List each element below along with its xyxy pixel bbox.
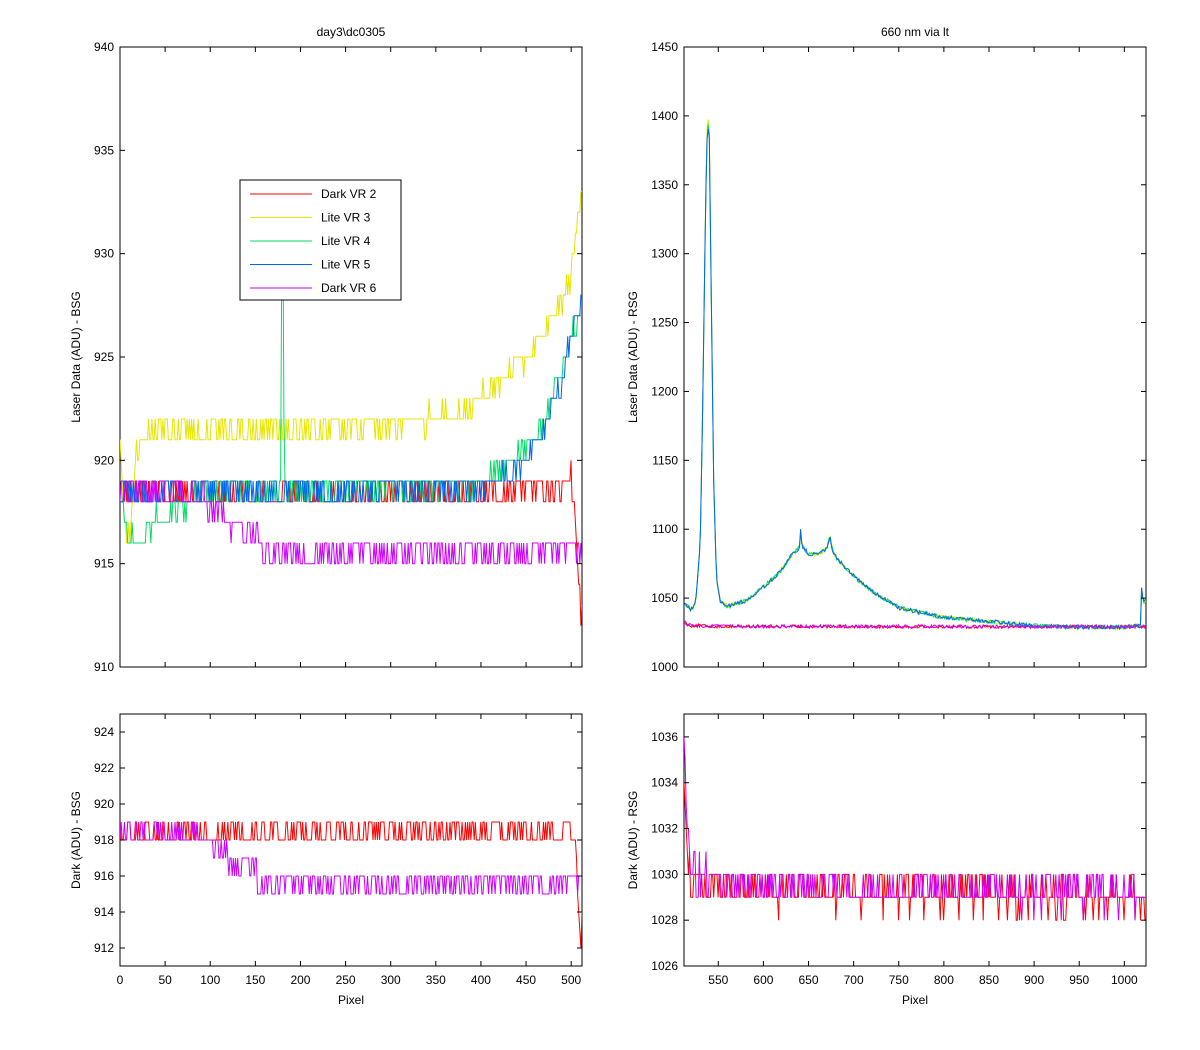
ticks-top-right: 1000 1050 1100 1150 1200 1250 1300 1350 1400 1450	[651, 40, 1146, 674]
y-tick-label-tr: 1100	[652, 522, 678, 536]
panel-top-right: 1000 1050 1100 1150 1200 1250 1300 1350 1400 1450…	[626, 25, 1147, 674]
y-tick-label-tl: 925	[94, 350, 114, 364]
series-line-dark-vr-6-br	[684, 736, 1146, 921]
x-tick-label-bl: 200	[290, 973, 310, 987]
series-group-top-right	[684, 119, 1146, 631]
y-tick-label-tl: 930	[94, 247, 114, 261]
y-axis-label-top-left: Laser Data (ADU) - BSG	[69, 291, 83, 422]
series-group-bottom-right	[684, 736, 1146, 921]
y-tick-label-bl: 916	[94, 869, 114, 883]
x-tick-label-br: 850	[979, 973, 999, 987]
x-tick-label-br: 1000	[1111, 973, 1138, 987]
y-tick-label-br: 1030	[651, 867, 678, 881]
y-tick-label-tl: 935	[94, 143, 114, 157]
panel-bottom-left: 912 914 916 918 920 922 924 0 50 100 150 200 250 300 3…	[69, 713, 583, 1007]
legend-label-lite-vr-5: Lite VR 5	[321, 258, 371, 272]
x-tick-label-bl: 450	[516, 973, 536, 987]
x-axis-label-bottom-right: Pixel	[902, 993, 928, 1007]
x-tick-label-bl: 100	[200, 973, 220, 987]
y-tick-label-bl: 920	[94, 797, 114, 811]
series-line-lite-vr-5-tr	[684, 128, 1146, 631]
panel-bottom-right: 1026 1028 1030 1032 1034 1036 550 600 650 700 750 8…	[626, 713, 1147, 1007]
x-tick-label-bl: 50	[158, 973, 172, 987]
y-tick-label-tr: 1150	[652, 453, 678, 467]
y-tick-label-br: 1028	[651, 913, 678, 927]
y-tick-label-br: 1026	[651, 959, 678, 973]
x-tick-label-br: 550	[708, 973, 728, 987]
panel-top-left: 910 915 920 925 930 935 940 day3\dc0305 Laser …	[69, 25, 583, 674]
legend-label-dark-vr-2: Dark VR 2	[321, 187, 377, 201]
y-axis-label-bottom-right: Dark (ADU) - RSG	[626, 791, 640, 890]
legend-label-lite-vr-3: Lite VR 3	[321, 211, 371, 225]
x-tick-label-bl: 500	[561, 973, 581, 987]
legend-label-lite-vr-4: Lite VR 4	[321, 234, 371, 248]
y-tick-label-tl: 915	[94, 557, 114, 571]
x-tick-label-br: 800	[934, 973, 954, 987]
legend: Dark VR 2 Lite VR 3 Lite VR 4 Lite VR 5 Dark…	[239, 179, 402, 301]
x-tick-label-bl: 350	[426, 973, 446, 987]
y-tick-label-bl: 924	[94, 725, 114, 739]
series-line-dark-vr-6-tl	[120, 480, 582, 565]
ticks-top-left: 910 915 920 925 930 935 940	[94, 40, 582, 674]
chart-title-top-right: 660 nm via lt	[881, 25, 950, 39]
y-tick-label-tr: 1200	[651, 384, 678, 398]
y-tick-label-tr: 1250	[651, 316, 678, 330]
y-axis-label-bottom-left: Dark (ADU) - BSG	[69, 791, 83, 889]
x-tick-label-br: 600	[753, 973, 773, 987]
y-tick-label-br: 1034	[651, 776, 678, 790]
x-tick-label-bl: 400	[471, 973, 491, 987]
x-tick-label-bl: 150	[245, 973, 265, 987]
y-tick-label-bl: 918	[94, 833, 114, 847]
x-tick-label-br: 750	[889, 973, 909, 987]
series-group-top-left	[120, 191, 582, 626]
y-tick-label-tl: 910	[94, 660, 114, 674]
y-tick-label-br: 1036	[651, 730, 678, 744]
series-line-lite-vr-3-tl	[120, 191, 582, 544]
y-tick-label-tr: 1300	[651, 247, 678, 261]
legend-box	[239, 179, 402, 301]
x-tick-label-br: 950	[1069, 973, 1089, 987]
y-tick-label-tr: 1350	[651, 178, 678, 192]
x-tick-label-br: 650	[799, 973, 819, 987]
y-tick-label-tr: 1050	[651, 591, 678, 605]
x-tick-label-br: 900	[1024, 973, 1044, 987]
y-tick-label-bl: 912	[94, 941, 114, 955]
y-tick-label-bl: 922	[94, 761, 114, 775]
x-tick-label-bl: 300	[381, 973, 401, 987]
y-axis-label-top-right: Laser Data (ADU) - RSG	[626, 291, 640, 423]
y-tick-label-br: 1032	[651, 822, 678, 836]
x-tick-label-bl: 250	[336, 973, 356, 987]
y-tick-label-bl: 914	[94, 905, 114, 919]
x-tick-label-br: 700	[844, 973, 864, 987]
ticks-bottom-left: 912 914 916 918 920 922 924 0 50 100 150 200 250 300 3…	[94, 714, 582, 987]
y-tick-label-tr: 1000	[651, 660, 678, 674]
series-line-dark-vr-6-bl	[120, 821, 582, 895]
ticks-bottom-right: 1026 1028 1030 1032 1034 1036 550 600 650 700 750 8…	[651, 714, 1146, 987]
x-tick-label-bl: 0	[117, 973, 124, 987]
x-axis-label-bottom-left: Pixel	[338, 993, 364, 1007]
y-tick-label-tr: 1450	[651, 40, 678, 54]
y-tick-label-tl: 940	[94, 40, 114, 54]
chart-title-top-left: day3\dc0305	[317, 25, 386, 39]
series-group-bottom-left	[120, 821, 582, 949]
y-tick-label-tr: 1400	[651, 109, 678, 123]
y-tick-label-tl: 920	[94, 453, 114, 467]
series-line-dark-vr-6-tr	[684, 621, 1146, 630]
legend-label-dark-vr-6: Dark VR 6	[321, 281, 377, 295]
